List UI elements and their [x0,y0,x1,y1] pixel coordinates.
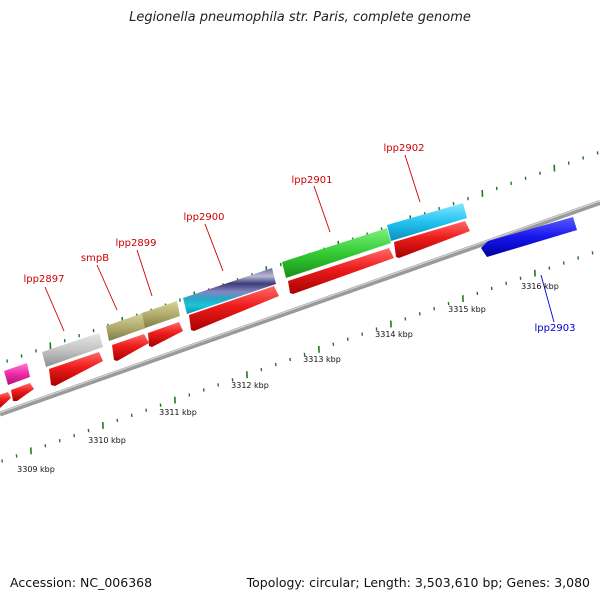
scale-label-3310: 3310 kbp [88,436,126,445]
leader-lpp2903 [540,274,555,323]
gene-label-lpp2903[interactable]: lpp2903 [535,323,576,334]
gene-block-lpp2897[interactable] [42,333,103,367]
scale-label-3314: 3314 kbp [375,330,413,339]
cds-arrow-smpB[interactable] [112,334,149,361]
scale-labels: 3309 kbp 3310 kbp 3311 kbp 3312 kbp 3313… [17,282,559,474]
cds-arrow-lpp2902[interactable] [394,221,470,258]
leader-lpp2899 [136,249,153,297]
scale-label-3316: 3316 kbp [521,282,559,291]
gene-block-lpp2900[interactable] [183,268,276,314]
gene-label-lpp2899[interactable]: lpp2899 [116,238,157,249]
scale-label-3312: 3312 kbp [231,381,269,390]
leader-lpp2900 [204,223,224,272]
gene-label-lpp2901[interactable]: lpp2901 [292,175,333,186]
leader-lpp2901 [313,185,331,233]
gene-block-lpp2902[interactable] [387,203,467,241]
genome-summary-text: Topology: circular; Length: 3,503,610 bp… [246,575,590,590]
leader-lpp2902 [404,154,421,203]
scale-tick-row [1,251,594,463]
cds-arrow-lpp2900[interactable] [189,286,279,331]
accession-text: Accession: NC_006368 [10,575,153,590]
gene-label-lpp2897[interactable]: lpp2897 [24,274,65,285]
cds-arrow-lpp2897[interactable] [49,352,103,386]
scale-label-3309: 3309 kbp [17,465,55,474]
label-leaders [44,154,555,332]
cds-arrow-lpp2901[interactable] [288,248,394,294]
gene-label-lpp2900[interactable]: lpp2900 [184,212,225,223]
scale-label-3311: 3311 kbp [159,408,197,417]
map-title: Legionella pneumophila str. Paris, compl… [129,10,471,25]
leader-lpp2897 [44,286,65,332]
gene-label-smpB[interactable]: smpB [81,253,109,264]
gene-labels: lpp2897 smpB lpp2899 lpp2900 lpp2901 lpp… [24,143,576,334]
genome-backbone [0,200,600,417]
scale-label-3315: 3315 kbp [448,305,486,314]
gene-block-lpp2903[interactable] [481,217,577,257]
leader-smpB [96,264,118,311]
cds-arrow-lpp2899[interactable] [148,322,183,347]
gene-label-lpp2902[interactable]: lpp2902 [384,143,425,154]
cds-arrow[interactable] [0,392,11,409]
cds-arrow[interactable] [11,383,34,401]
scale-label-3313: 3313 kbp [303,355,341,364]
gene-block-lpp2901[interactable] [282,228,391,278]
feature-track [0,203,577,409]
gene-block-smpB[interactable] [106,313,146,341]
gene-block-lpp2899[interactable] [142,301,180,328]
genome-backbone-highlight [0,200,600,414]
gene-block-pink[interactable] [4,363,30,385]
